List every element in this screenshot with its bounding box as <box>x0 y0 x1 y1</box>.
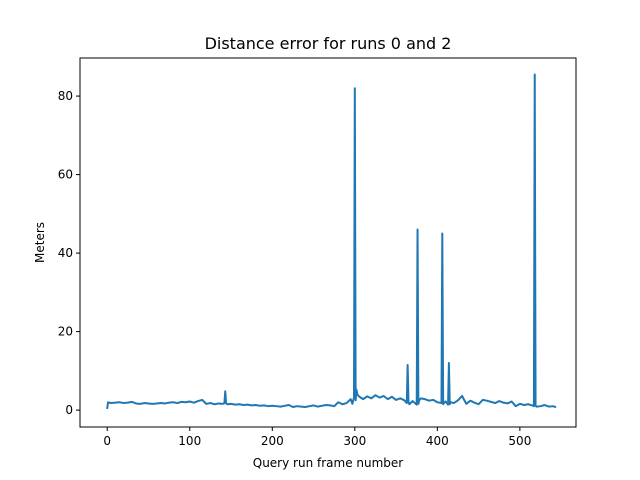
x-tick-label-400: 400 <box>426 434 449 448</box>
x-tick-label-0: 0 <box>103 434 111 448</box>
x-axis: 0 100 200 300 400 500 <box>103 427 531 448</box>
series-line-0 <box>106 73 557 410</box>
y-tick-label-0: 0 <box>65 403 73 417</box>
y-tick-label-20: 20 <box>58 325 73 339</box>
y-tick-label-60: 60 <box>58 168 73 182</box>
y-tick-label-40: 40 <box>58 246 73 260</box>
y-axis: 0 20 40 60 80 <box>58 89 80 417</box>
plot-frame <box>79 57 577 428</box>
x-tick-label-300: 300 <box>343 434 366 448</box>
plot-area <box>106 73 557 410</box>
x-tick-label-200: 200 <box>261 434 284 448</box>
chart-title: Distance error for runs 0 and 2 <box>205 34 452 53</box>
x-tick-label-500: 500 <box>508 434 531 448</box>
y-tick-label-80: 80 <box>58 89 73 103</box>
x-axis-label: Query run frame number <box>253 456 404 470</box>
x-tick-label-100: 100 <box>178 434 201 448</box>
y-axis-label: Meters <box>33 222 47 263</box>
